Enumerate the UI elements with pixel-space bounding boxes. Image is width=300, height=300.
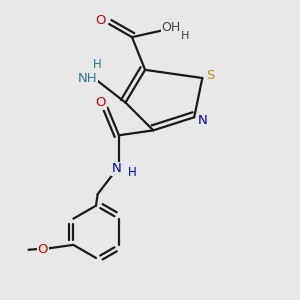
Text: OH: OH	[162, 22, 181, 34]
Text: O: O	[96, 96, 106, 109]
Text: H: H	[93, 58, 102, 71]
Text: O: O	[37, 243, 48, 256]
Text: N: N	[111, 163, 121, 176]
Text: S: S	[206, 69, 215, 82]
Text: NH: NH	[78, 71, 98, 85]
Text: N: N	[197, 114, 207, 127]
Text: H: H	[128, 166, 136, 179]
Text: H: H	[181, 32, 189, 41]
Text: O: O	[96, 14, 106, 27]
